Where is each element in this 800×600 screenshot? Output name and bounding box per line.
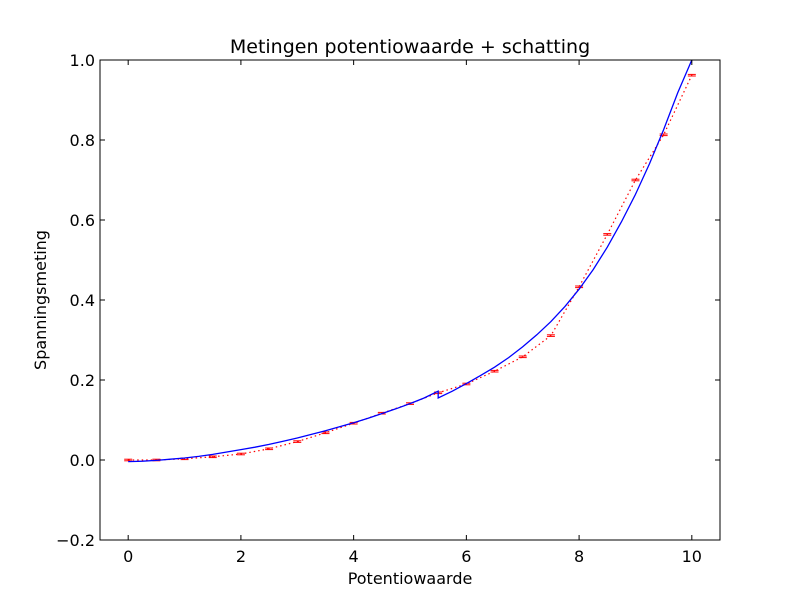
y-tick-label: 0.6 <box>70 211 95 230</box>
x-tick-label: 10 <box>682 547 702 566</box>
series-2-line <box>128 60 693 463</box>
y-tick-label: −0.2 <box>56 531 95 550</box>
x-tick-label: 2 <box>236 547 246 566</box>
axes-layer: 0 2 4 6 8 10 −0.2 0.0 0.2 0.4 0.6 0.8 1.0 <box>56 51 721 566</box>
error-bar <box>490 369 499 373</box>
y-axis-label: Spanningsmeting <box>31 230 50 370</box>
error-bar <box>293 440 302 443</box>
x-tick-label: 4 <box>349 547 359 566</box>
x-tick-label: 8 <box>574 547 584 566</box>
chart-title: Metingen potentiowaarde + schatting <box>230 36 590 58</box>
x-tick-label: 6 <box>461 547 471 566</box>
error-bar <box>124 458 133 462</box>
y-tick-label: 0.0 <box>70 451 95 470</box>
y-tick-label: 1.0 <box>70 51 95 70</box>
error-bar <box>687 73 696 77</box>
error-bar <box>236 452 245 456</box>
error-bar <box>208 455 217 459</box>
y-tick-label: 0.8 <box>70 131 95 150</box>
error-bar <box>546 334 555 337</box>
y-tick-label: 0.4 <box>70 291 95 310</box>
x-tick-label: 0 <box>123 547 133 566</box>
plot-area <box>124 60 696 463</box>
error-bar <box>518 355 527 359</box>
error-bar <box>631 178 640 182</box>
error-bar <box>603 233 612 236</box>
series-layer <box>124 60 696 463</box>
y-tick-label: 0.2 <box>70 371 95 390</box>
error-bar <box>265 447 274 451</box>
x-axis-label: Potentiowaarde <box>348 569 473 588</box>
